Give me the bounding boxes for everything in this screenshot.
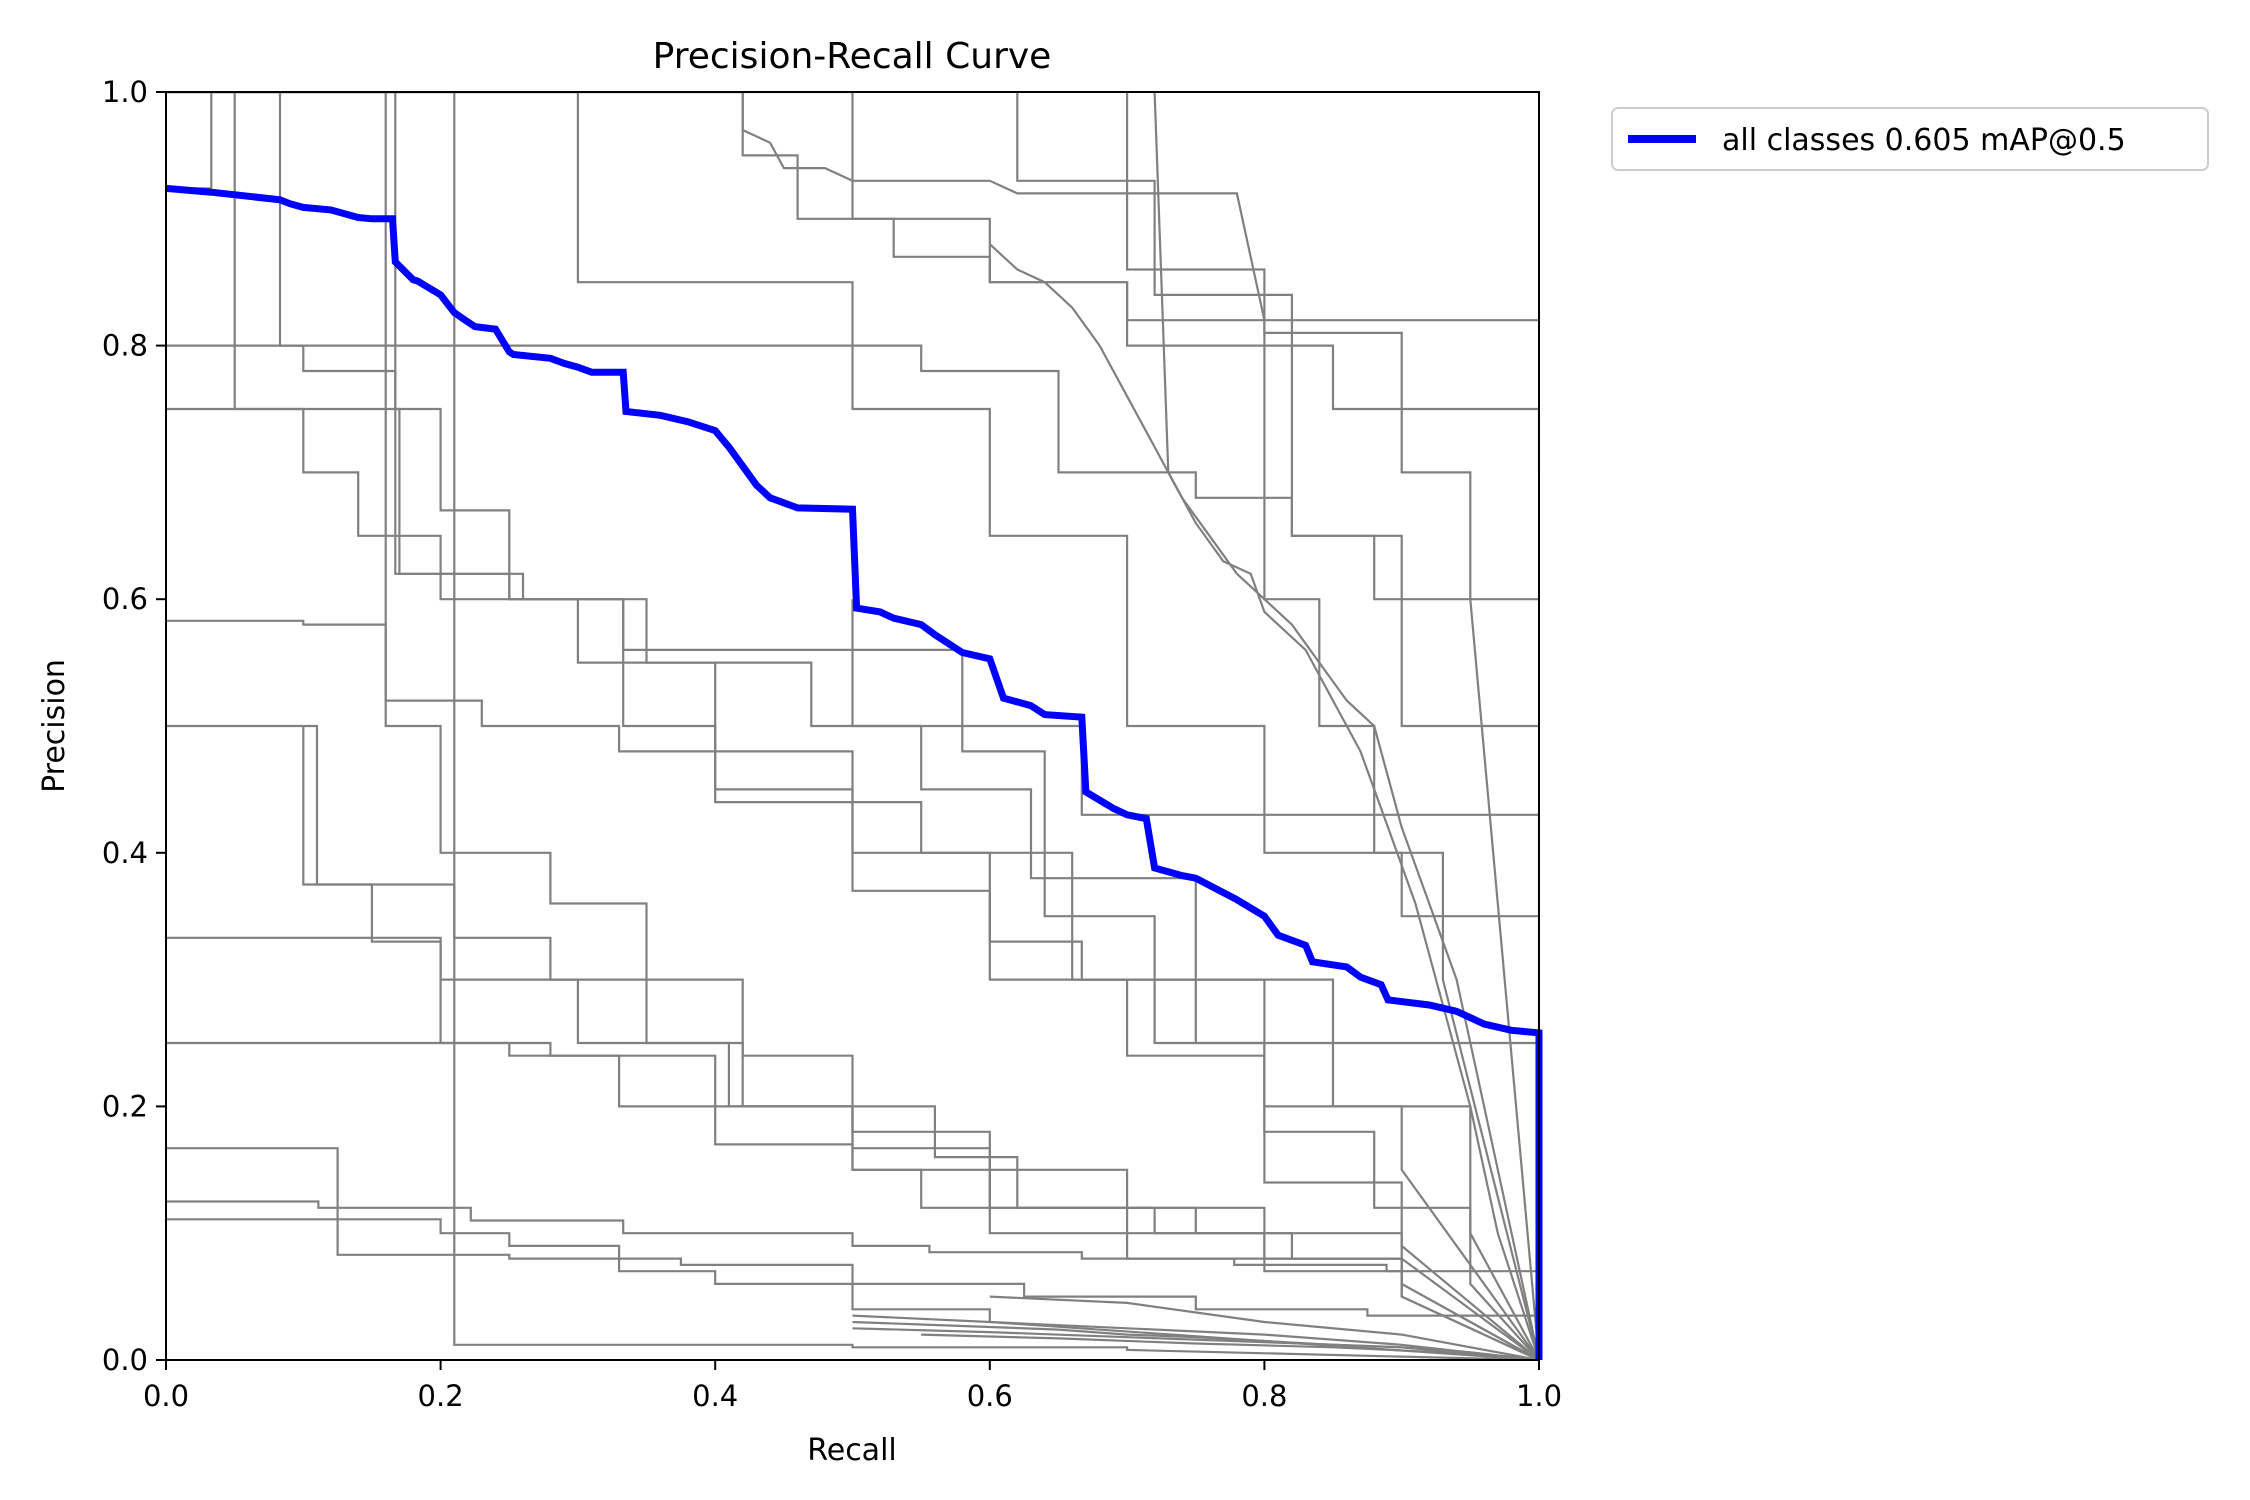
plot-frame (165, 91, 1540, 1361)
class-curve-26 (384, 92, 1539, 1360)
x-tick-label: 0.4 (692, 1379, 738, 1413)
y-tick-label: 0.4 (102, 836, 148, 870)
legend-label-summary: all classes 0.605 mAP@0.5 (1722, 123, 2126, 158)
background-curves (166, 92, 1539, 1360)
chart-title: Precision-Recall Curve (653, 36, 1052, 77)
y-tick-label: 0.0 (102, 1343, 148, 1377)
y-axis-label: Precision (37, 659, 72, 793)
x-tick-label: 1.0 (1516, 1379, 1562, 1413)
class-curve-23 (851, 599, 1539, 1360)
legend: all classes 0.605 mAP@0.5 (1611, 107, 2209, 171)
x-axis-label: Recall (807, 1433, 897, 1468)
class-curve-28 (1126, 92, 1539, 473)
class-curve-22 (1153, 92, 1539, 1360)
x-tick-label: 0.0 (143, 1379, 189, 1413)
class-curve-19 (166, 344, 1539, 601)
class-curve-9 (166, 1218, 1539, 1360)
x-tick-label: 0.6 (967, 1379, 1013, 1413)
y-tick-label: 0.8 (102, 329, 148, 363)
class-curve-15 (852, 1314, 1539, 1360)
class-curve-25 (233, 92, 1539, 1360)
class-curve-21 (989, 243, 1539, 1360)
legend-box (1611, 107, 2209, 171)
class-curve-17 (921, 1333, 1539, 1360)
summary-curve (165, 184, 1543, 1360)
y-axis: 0.0 0.2 0.4 0.6 0.8 1.0 (102, 75, 166, 1377)
class-curve-14 (852, 1327, 1539, 1360)
summary-curve-layer (165, 184, 1543, 1360)
y-tick-label: 0.6 (102, 582, 148, 616)
class-curve-29 (1016, 92, 1539, 728)
x-tick-label: 0.8 (1241, 1379, 1287, 1413)
class-curve-16 (989, 1295, 1539, 1360)
class-curve-18 (166, 92, 1539, 918)
y-tick-label: 0.2 (102, 1089, 148, 1123)
x-tick-label: 0.2 (418, 1379, 464, 1413)
class-curve-12 (166, 92, 1539, 1360)
x-axis: 0.0 0.2 0.4 0.6 0.8 1.0 (143, 1360, 1562, 1413)
class-curve-10 (453, 92, 1539, 1360)
y-tick-label: 1.0 (102, 75, 148, 109)
class-curve-24 (166, 407, 1539, 1360)
class-curve-8 (166, 1200, 1539, 1360)
class-curve-27 (302, 726, 1539, 1360)
